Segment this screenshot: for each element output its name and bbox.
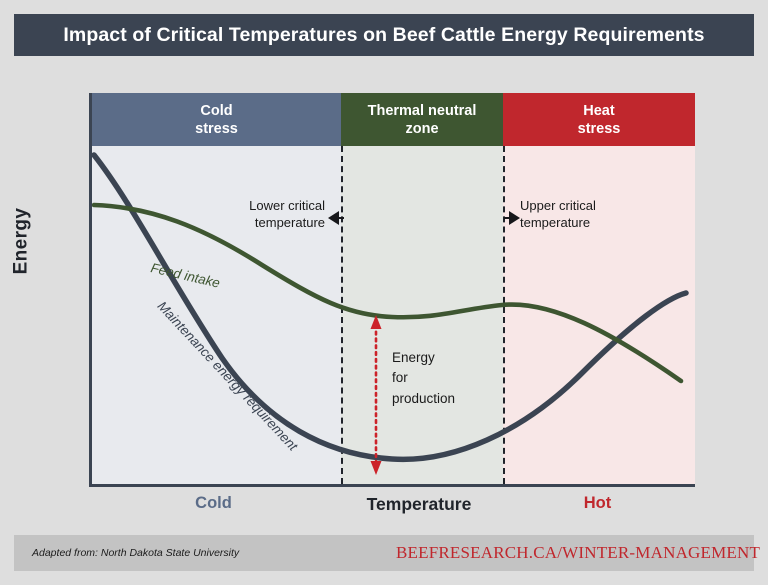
- upper-critical-arrow-icon: [509, 211, 520, 225]
- page-title: Impact of Critical Temperatures on Beef …: [63, 23, 705, 46]
- upper-critical-line1: Upper critical: [520, 198, 596, 213]
- upper-critical-temperature-line: [503, 146, 505, 484]
- zone-header-neutral-line1: Thermal neutral: [367, 102, 477, 119]
- energy-for-production-label: Energy for production: [392, 348, 482, 409]
- zone-header-heat-line2: stress: [577, 120, 621, 137]
- lower-critical-temperature-label: Lower critical temperature: [220, 198, 325, 231]
- zone-header-neutral-line2: zone: [405, 120, 439, 137]
- zone-background-neutral: [341, 93, 503, 484]
- energy-production-line1: Energy: [392, 350, 435, 365]
- x-axis-label-temperature: Temperature: [366, 494, 472, 514]
- x-axis-labels: Cold Temperature Hot: [89, 494, 695, 528]
- maintenance-energy-curve: [92, 152, 689, 463]
- plot-area: Cold stress Thermal neutral zone Heat st…: [89, 93, 695, 487]
- footer-bar: Adapted from: North Dakota State Univers…: [14, 535, 760, 571]
- title-bar: Impact of Critical Temperatures on Beef …: [14, 14, 754, 56]
- upper-critical-temperature-label: Upper critical temperature: [520, 198, 640, 231]
- chart-area: Energy Cold stress Thermal neutral zone: [0, 60, 768, 528]
- zone-header-heat: Heat stress: [503, 93, 695, 146]
- curves-svg: [92, 152, 689, 475]
- upper-critical-line2: temperature: [520, 214, 591, 230]
- lower-critical-temperature-line: [341, 146, 343, 484]
- lower-critical-arrow-icon: [328, 211, 339, 225]
- zone-background-heat: [503, 93, 695, 484]
- website-url: BEEFRESEARCH.CA/WINTER-MANAGEMENT: [396, 543, 761, 562]
- zone-header-heat-line1: Heat: [583, 102, 615, 119]
- feed-intake-curve: [92, 202, 684, 384]
- lower-critical-arrow-tail-icon: [339, 217, 344, 219]
- x-axis-label-cold: Cold: [195, 494, 232, 512]
- zone-header-cold: Cold stress: [92, 93, 341, 146]
- energy-for-production-arrow: [370, 315, 382, 475]
- zone-header-neutral: Thermal neutral zone: [341, 93, 503, 146]
- source-credit: Adapted from: North Dakota State Univers…: [32, 547, 240, 559]
- upper-critical-arrow-tail-icon: [504, 217, 509, 219]
- energy-production-line3: production: [392, 390, 456, 406]
- lower-critical-line2: temperature: [254, 214, 325, 230]
- zone-header-cold-line1: Cold: [200, 102, 233, 119]
- x-axis-label-hot: Hot: [583, 494, 612, 512]
- lower-critical-line1: Lower critical: [249, 198, 325, 213]
- energy-production-line2: for: [392, 370, 408, 386]
- y-axis-label: Energy: [10, 207, 32, 275]
- zone-header-cold-line2: stress: [195, 120, 238, 137]
